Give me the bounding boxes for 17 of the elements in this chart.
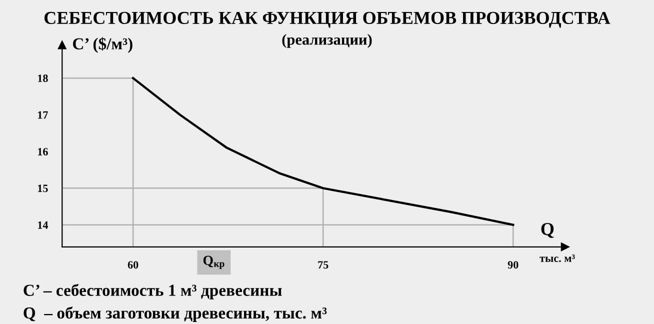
y-tick-label: 14 [38,221,48,229]
y-tick-label: 16 [38,148,48,156]
chart-title: СЕБЕСТОИМОСТЬ КАК ФУНКЦИЯ ОБЪЕМОВ ПРОИЗВОДСТВА [44,12,610,28]
y-tick-label: 15 [38,184,48,192]
x-tick-label: 90 [508,261,518,269]
y-axis-title: C’ ($/м³) [73,37,132,53]
text: C’ – себестоимость 1 м³ древесины [24,284,282,300]
text: Q$_{кр}$ [203,256,224,269]
y-tick-label: 18 [38,74,48,82]
text: Q – объем заготовки древесины, тыс. м³ [24,306,327,322]
x-tick-label: 60 [128,261,138,269]
line-series [132,76,514,226]
text: тыс. м³ [540,254,575,262]
x-axis-title: Q [541,223,554,238]
x-tick-label: 75 [318,261,328,269]
y-tick-label: 17 [38,111,48,119]
chart-subtitle: (реализации) [282,34,372,48]
